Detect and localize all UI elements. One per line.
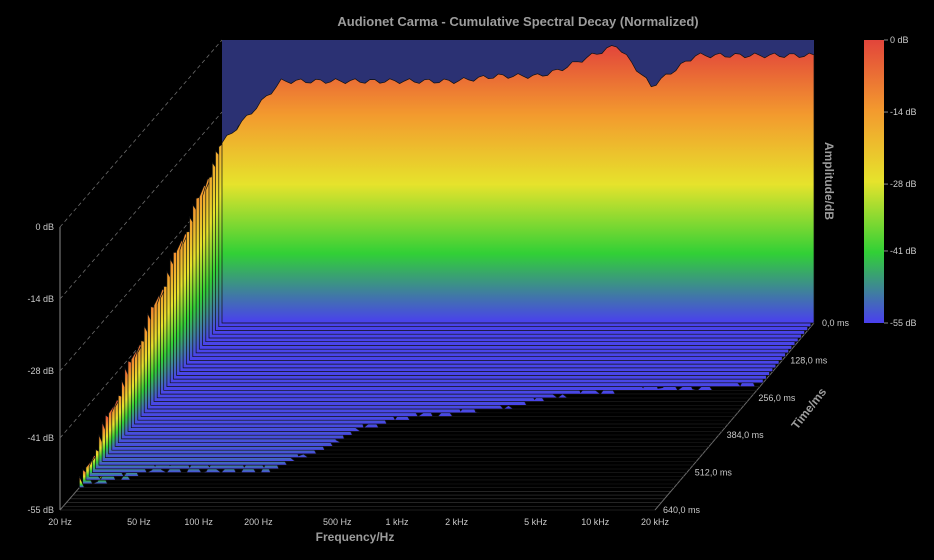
decay-slices bbox=[79, 45, 815, 488]
time-tick-label: 128,0 ms bbox=[790, 355, 828, 365]
time-tick-label: 0,0 ms bbox=[822, 318, 850, 328]
frequency-tick-label: 500 Hz bbox=[323, 517, 352, 527]
time-tick-label: 384,0 ms bbox=[727, 430, 765, 440]
decay-slice bbox=[79, 475, 675, 488]
amplitude-tick-label: -41 dB bbox=[27, 433, 54, 443]
colorbar-label: -55 dB bbox=[890, 318, 917, 328]
decay-slice bbox=[221, 45, 815, 324]
amplitude-guide-line bbox=[59, 39, 223, 228]
amplitude-tick-label: 0 dB bbox=[35, 222, 54, 232]
frequency-tick-label: 20 kHz bbox=[641, 517, 670, 527]
colorbar-label: -28 dB bbox=[890, 179, 917, 189]
amplitude-tick-label: -55 dB bbox=[27, 505, 54, 515]
colorbar bbox=[864, 40, 884, 323]
colorbar-labels: 0 dB -14 dB -28 dB -41 dB -55 dB bbox=[884, 35, 917, 328]
frequency-tick-label: 200 Hz bbox=[244, 517, 273, 527]
amplitude-tick-label: -28 dB bbox=[27, 366, 54, 376]
colorbar-label: -14 dB bbox=[890, 107, 917, 117]
decay-slice bbox=[82, 468, 678, 485]
chart-title: Audionet Carma - Cumulative Spectral Dec… bbox=[337, 14, 698, 29]
time-axis: 0,0 ms 128,0 ms 256,0 ms 384,0 ms 512,0 ms 64… bbox=[663, 318, 850, 515]
frequency-tick-label: 10 kHz bbox=[581, 517, 610, 527]
time-tick-label: 512,0 ms bbox=[695, 468, 733, 478]
frequency-axis: 20 Hz 50 Hz 100 Hz 200 Hz 500 Hz 1 kHz 2 kHz 5 … bbox=[48, 517, 669, 527]
x-axis-title: Frequency/Hz bbox=[316, 530, 395, 544]
amplitude-guide-line bbox=[59, 111, 223, 300]
frequency-tick-label: 100 Hz bbox=[184, 517, 213, 527]
y-axis-title: Amplitude/dB bbox=[822, 142, 836, 220]
frequency-tick-label: 5 kHz bbox=[524, 517, 548, 527]
frequency-tick-label: 2 kHz bbox=[445, 517, 469, 527]
colorbar-label: 0 dB bbox=[890, 35, 909, 45]
time-tick-label: 256,0 ms bbox=[758, 393, 796, 403]
amplitude-tick-label: -14 dB bbox=[27, 294, 54, 304]
frequency-tick-label: 50 Hz bbox=[127, 517, 151, 527]
frequency-tick-label: 20 Hz bbox=[48, 517, 72, 527]
time-tick-label: 640,0 ms bbox=[663, 505, 701, 515]
frequency-tick-label: 1 kHz bbox=[385, 517, 409, 527]
colorbar-label: -41 dB bbox=[890, 246, 917, 256]
decay-slice bbox=[85, 460, 681, 481]
decay-slice bbox=[88, 454, 684, 477]
